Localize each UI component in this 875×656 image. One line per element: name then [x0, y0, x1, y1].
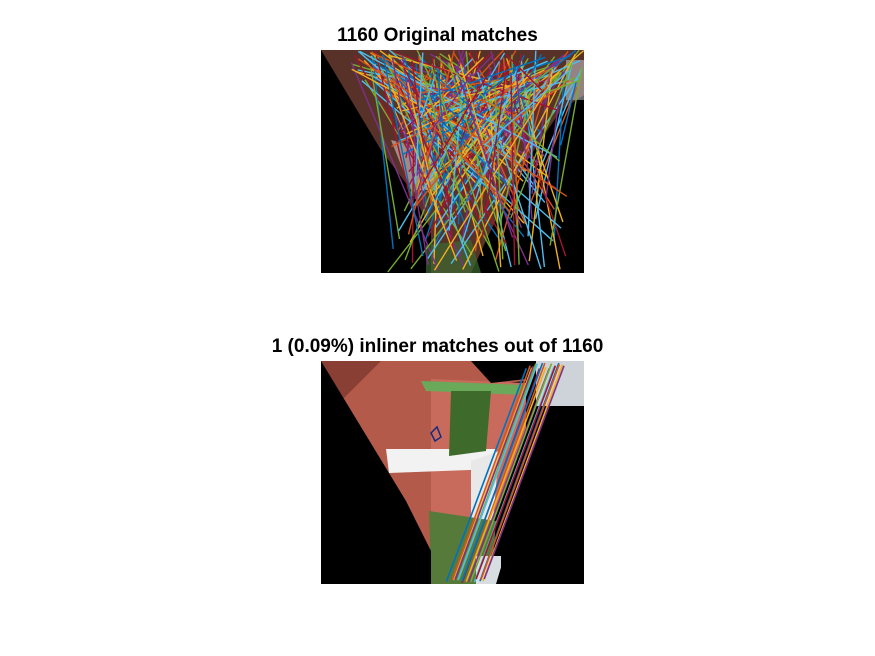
- match-line: [505, 53, 543, 91]
- match-line: [384, 88, 402, 104]
- match-line: [404, 89, 471, 261]
- inlier-line: [451, 365, 531, 580]
- mask-left: [321, 361, 431, 584]
- match-lines-top: [350, 50, 584, 273]
- blue-sketch: [430, 425, 442, 443]
- match-line: [510, 75, 516, 266]
- match-line: [426, 72, 474, 138]
- inlier-line: [461, 362, 544, 582]
- match-line: [411, 73, 415, 263]
- white-pillar: [386, 449, 496, 473]
- inlier-line: [469, 363, 553, 583]
- match-line: [407, 50, 455, 235]
- inlier-lines: [445, 362, 565, 584]
- match-line: [448, 82, 464, 231]
- match-line: [435, 55, 560, 162]
- match-line: [494, 79, 504, 260]
- match-line: [399, 59, 477, 208]
- match-line: [407, 82, 429, 171]
- match-line: [377, 69, 508, 204]
- match-line: [499, 88, 533, 222]
- match-line: [381, 56, 511, 213]
- match-line: [430, 65, 500, 272]
- inlier-line: [475, 365, 557, 580]
- mask-right: [496, 406, 584, 584]
- match-line: [520, 60, 546, 268]
- match-line: [397, 53, 491, 136]
- match-line: [519, 60, 561, 270]
- match-line: [418, 87, 539, 149]
- match-line: [372, 55, 394, 250]
- bottom-panel-title: 1 (0.09%) inliner matches out of 1160: [271, 336, 604, 357]
- match-line: [384, 69, 458, 262]
- match-line: [481, 64, 508, 238]
- match-line: [382, 56, 424, 257]
- inlier-line: [445, 368, 528, 582]
- match-line: [482, 66, 554, 127]
- match-line: [416, 56, 546, 102]
- green-ledge: [421, 381, 526, 395]
- match-line: [514, 67, 527, 154]
- match-line: [560, 81, 577, 146]
- match-line: [370, 66, 401, 240]
- inlier-line: [453, 367, 533, 581]
- match-line: [455, 65, 514, 238]
- match-line: [433, 76, 484, 257]
- match-line: [411, 60, 427, 167]
- match-line: [549, 66, 583, 246]
- match-line: [357, 58, 568, 197]
- match-line: [394, 75, 459, 218]
- match-line: [483, 69, 570, 146]
- match-line: [374, 50, 419, 229]
- match-line: [391, 57, 429, 266]
- original-matches-image: [321, 50, 584, 273]
- foliage-patch: [449, 391, 491, 456]
- mask-top: [471, 361, 526, 383]
- inlier-line: [465, 367, 547, 582]
- match-line: [528, 69, 553, 262]
- match-line: [420, 74, 437, 119]
- top-panel-title: 1160 Original matches: [337, 25, 538, 46]
- match-line: [499, 68, 530, 111]
- match-line: [361, 80, 491, 191]
- match-line: [476, 52, 490, 179]
- inlier-line: [457, 363, 539, 581]
- inlier-matches-image: [321, 361, 584, 584]
- match-line: [421, 69, 492, 186]
- match-line: [461, 67, 518, 243]
- match-line: [413, 80, 516, 209]
- match-line: [378, 57, 470, 125]
- match-line: [510, 62, 573, 219]
- inlier-line: [483, 365, 565, 580]
- inlier-line: [456, 363, 537, 581]
- match-line: [539, 79, 582, 96]
- match-line: [477, 71, 542, 270]
- match-line: [437, 71, 445, 142]
- inlier-line: [480, 364, 561, 580]
- inlier-line: [454, 365, 535, 581]
- match-line: [494, 70, 552, 262]
- match-line: [393, 83, 441, 189]
